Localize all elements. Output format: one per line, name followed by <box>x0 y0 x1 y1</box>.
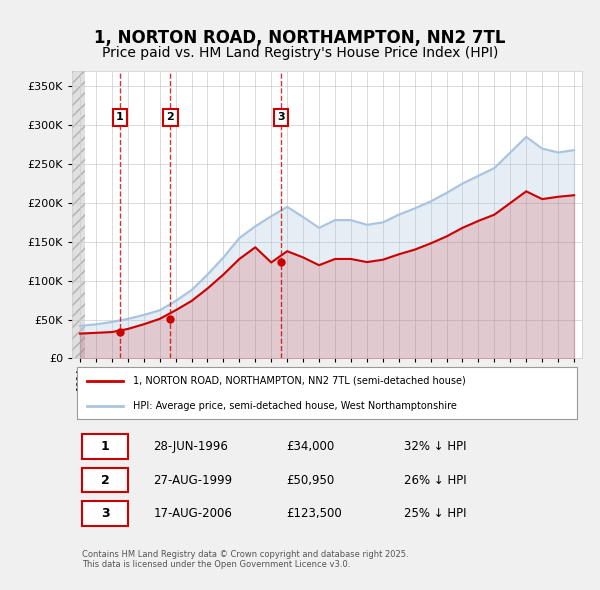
Text: 2: 2 <box>166 113 174 123</box>
FancyBboxPatch shape <box>82 468 128 493</box>
Text: 26% ↓ HPI: 26% ↓ HPI <box>404 474 466 487</box>
Text: 32% ↓ HPI: 32% ↓ HPI <box>404 440 466 453</box>
Text: 27-AUG-1999: 27-AUG-1999 <box>154 474 233 487</box>
Text: HPI: Average price, semi-detached house, West Northamptonshire: HPI: Average price, semi-detached house,… <box>133 401 457 411</box>
Text: 1, NORTON ROAD, NORTHAMPTON, NN2 7TL: 1, NORTON ROAD, NORTHAMPTON, NN2 7TL <box>94 30 506 47</box>
Text: Price paid vs. HM Land Registry's House Price Index (HPI): Price paid vs. HM Land Registry's House … <box>102 46 498 60</box>
FancyBboxPatch shape <box>77 368 577 419</box>
Text: 17-AUG-2006: 17-AUG-2006 <box>154 507 232 520</box>
Text: £50,950: £50,950 <box>286 474 334 487</box>
Text: Contains HM Land Registry data © Crown copyright and database right 2025.
This d: Contains HM Land Registry data © Crown c… <box>82 550 409 569</box>
FancyBboxPatch shape <box>82 501 128 526</box>
Text: 1, NORTON ROAD, NORTHAMPTON, NN2 7TL (semi-detached house): 1, NORTON ROAD, NORTHAMPTON, NN2 7TL (se… <box>133 376 466 386</box>
Text: 1: 1 <box>116 113 124 123</box>
Bar <box>72 71 85 359</box>
Text: £123,500: £123,500 <box>286 507 342 520</box>
Text: 3: 3 <box>277 113 285 123</box>
Text: 2: 2 <box>101 474 110 487</box>
Text: 28-JUN-1996: 28-JUN-1996 <box>154 440 229 453</box>
FancyBboxPatch shape <box>82 434 128 460</box>
Text: 1: 1 <box>101 440 110 453</box>
Text: 25% ↓ HPI: 25% ↓ HPI <box>404 507 466 520</box>
Text: £34,000: £34,000 <box>286 440 334 453</box>
Text: 3: 3 <box>101 507 109 520</box>
